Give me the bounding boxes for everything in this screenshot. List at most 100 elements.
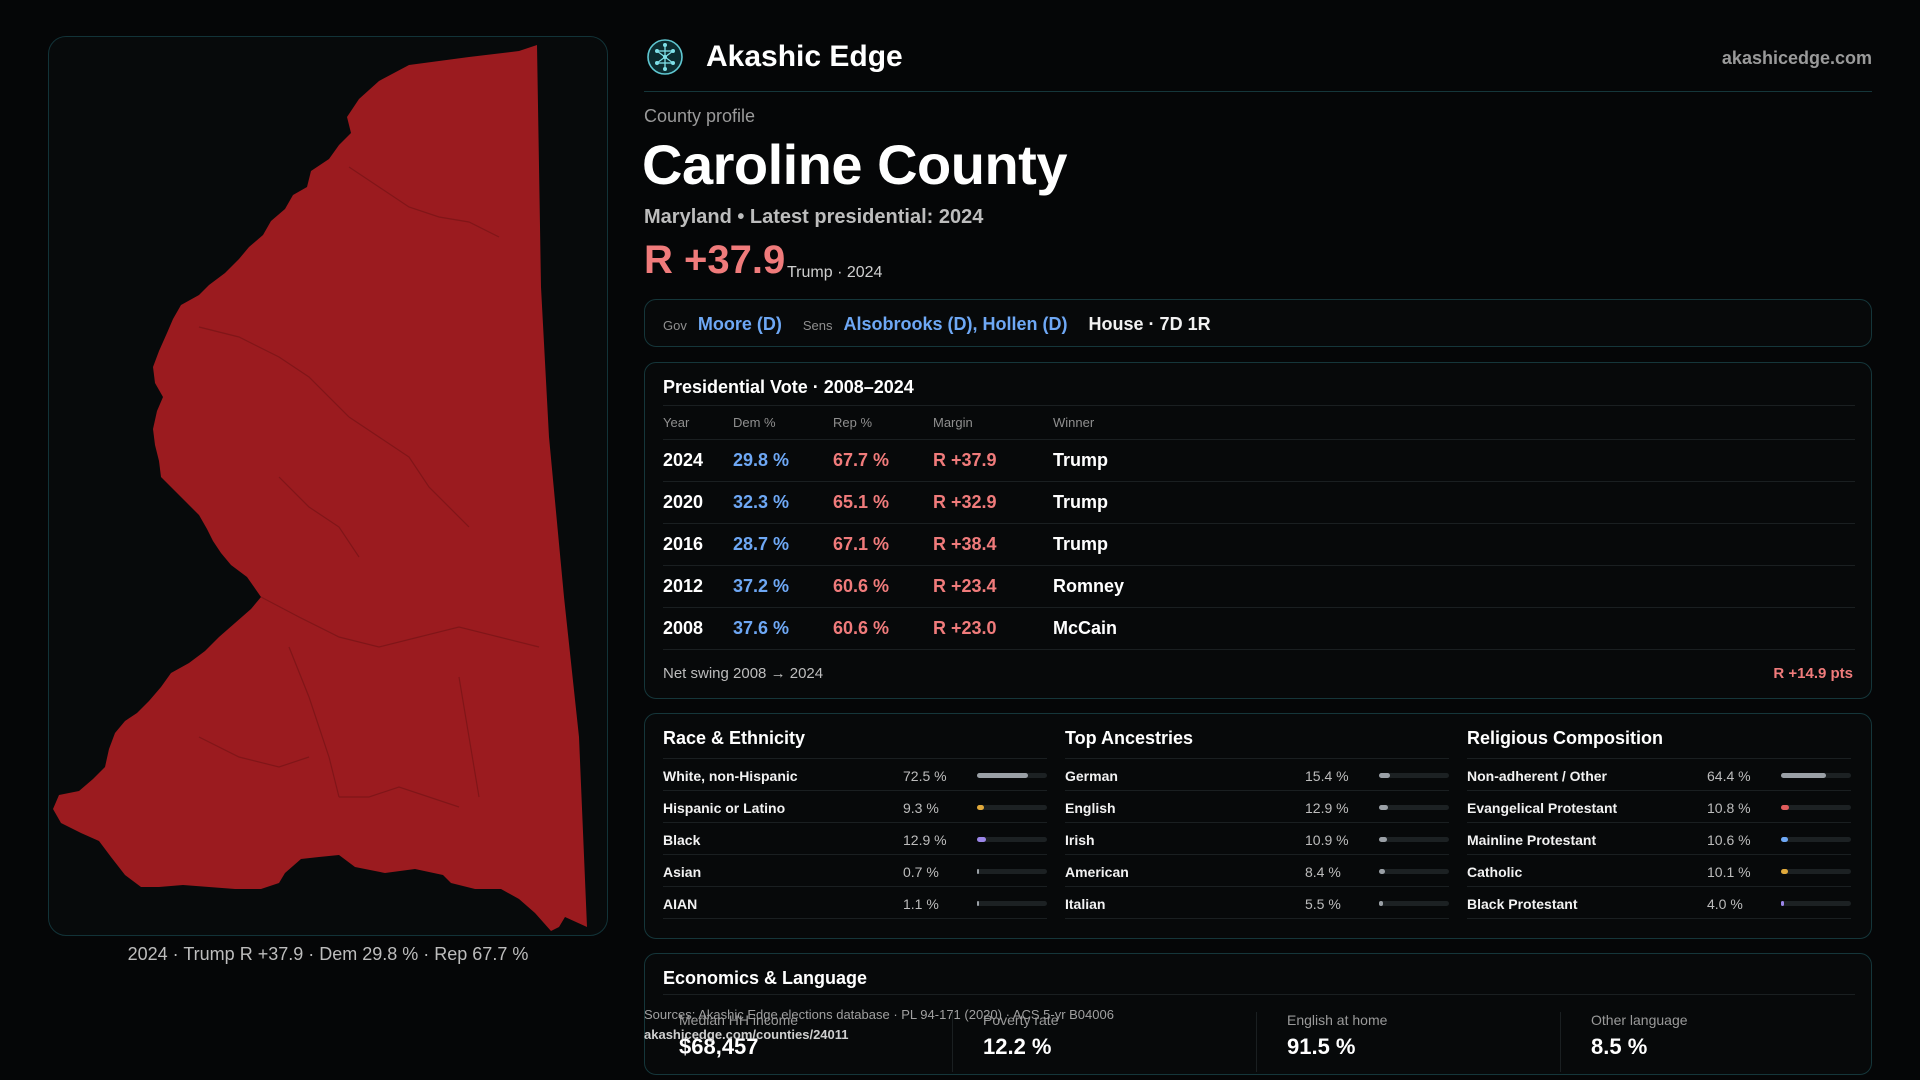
row-winner: Trump: [1053, 481, 1855, 524]
row-year: 2012: [663, 565, 733, 608]
item-bar-fill: [977, 869, 979, 874]
senators-names[interactable]: Alsobrooks (D), Hollen (D): [843, 314, 1068, 334]
item-bar-track: [1379, 901, 1449, 906]
col-dem: Dem %: [733, 405, 833, 440]
item-percent: 10.9 %: [1305, 832, 1349, 848]
tree-of-life-icon[interactable]: [646, 38, 684, 76]
econ-label: Median HH income: [679, 1012, 799, 1028]
item-bar-fill: [977, 837, 986, 842]
sources-note: Sources: Akashic Edge elections database…: [644, 1005, 1114, 1045]
row-year: 2008: [663, 607, 733, 650]
row-margin: R +23.4: [933, 565, 1053, 608]
race-ethnicity-title: Race & Ethnicity: [663, 728, 806, 748]
row-rep: 60.6 %: [833, 565, 933, 608]
sources-text: Sources: Akashic Edge elections database…: [644, 1007, 1114, 1022]
item-bar-fill: [977, 901, 979, 906]
row-winner: Trump: [1053, 523, 1855, 566]
sources-url[interactable]: akashicedge.com/counties/24011: [644, 1027, 849, 1042]
item-bar-fill: [1379, 837, 1387, 842]
item-percent: 12.9 %: [903, 832, 947, 848]
item-bar-fill: [1781, 773, 1826, 778]
item-label: Evangelical Protestant: [1467, 800, 1618, 816]
row-margin: R +38.4: [933, 523, 1053, 566]
item-percent: 12.9 %: [1305, 800, 1349, 816]
page-eyebrow: County profile: [644, 106, 756, 126]
list-item: Italian 5.5 %: [1065, 887, 1449, 919]
economics-card: Economics & Language Median HH income $6…: [644, 953, 1872, 1075]
item-bar-track: [977, 837, 1047, 842]
presidential-table: Year Dem % Rep % Margin Winner 2024 29.8…: [663, 405, 1855, 650]
table-row: 2016 28.7 % 67.1 % R +38.4 Trump: [663, 523, 1855, 566]
item-percent: 4.0 %: [1707, 896, 1743, 912]
list-item: German 15.4 %: [1065, 759, 1449, 791]
list-item: AIAN 1.1 %: [663, 887, 1047, 919]
item-percent: 15.4 %: [1305, 768, 1349, 784]
county-shape: [53, 45, 587, 931]
item-percent: 9.3 %: [903, 800, 939, 816]
item-bar-track: [977, 901, 1047, 906]
item-bar-track: [1781, 901, 1851, 906]
row-year: 2024: [663, 439, 733, 482]
row-dem: 32.3 %: [733, 481, 833, 524]
item-label: Black Protestant: [1467, 896, 1578, 912]
econ-median-income: Median HH income $68,457: [663, 1012, 953, 1072]
table-header-row: Year Dem % Rep % Margin Winner: [663, 405, 1855, 440]
site-link[interactable]: akashicedge.com: [1721, 48, 1872, 68]
item-label: Black: [663, 832, 701, 848]
row-winner: Trump: [1053, 439, 1855, 482]
item-bar-fill: [977, 773, 1028, 778]
economics-title: Economics & Language: [663, 968, 868, 988]
page-title: Caroline County: [642, 133, 1067, 196]
col-winner: Winner: [1053, 405, 1855, 440]
economics-divider: [663, 994, 1855, 995]
table-row: 2024 29.8 % 67.7 % R +37.9 Trump: [663, 439, 1855, 482]
district-borders: [198, 166, 540, 808]
item-bar-fill: [1781, 869, 1788, 874]
item-bar-fill: [977, 805, 984, 810]
econ-value: 91.5 %: [1287, 1034, 1356, 1059]
latest-margin: R +37.9: [644, 238, 786, 282]
item-bar-track: [1781, 869, 1851, 874]
item-label: American: [1065, 864, 1129, 880]
item-bar-track: [1379, 837, 1449, 842]
item-bar-fill: [1781, 837, 1788, 842]
row-rep: 60.6 %: [833, 607, 933, 650]
item-label: Irish: [1065, 832, 1095, 848]
net-swing-label: Net swing 2008 → 2024: [663, 665, 824, 682]
ancestry-title: Top Ancestries: [1065, 728, 1194, 748]
governor-name[interactable]: Moore (D): [697, 314, 782, 334]
list-item: American 8.4 %: [1065, 855, 1449, 887]
item-percent: 10.6 %: [1707, 832, 1751, 848]
gov-label: Gov: [663, 318, 687, 333]
row-year: 2016: [663, 523, 733, 566]
presidential-title: Presidential Vote · 2008–2024: [663, 377, 914, 397]
item-label: Italian: [1065, 896, 1106, 912]
county-map: [53, 45, 587, 931]
list-item: Non-adherent / Other 64.4 %: [1467, 759, 1851, 791]
row-dem: 37.6 %: [733, 607, 833, 650]
item-label: AIAN: [663, 896, 698, 912]
item-percent: 64.4 %: [1707, 768, 1751, 784]
item-bar-fill: [1379, 869, 1385, 874]
econ-other-language: Other language 8.5 %: [1575, 1012, 1865, 1072]
item-percent: 1.1 %: [903, 896, 939, 912]
latest-margin-sub: Trump · 2024: [787, 264, 883, 281]
row-dem: 28.7 %: [733, 523, 833, 566]
row-margin: R +32.9: [933, 481, 1053, 524]
row-year: 2020: [663, 481, 733, 524]
house-delegation: House · 7D 1R: [1088, 314, 1211, 334]
list-item: Evangelical Protestant 10.8 %: [1467, 791, 1851, 823]
row-margin: R +23.0: [933, 607, 1053, 650]
item-percent: 10.8 %: [1707, 800, 1751, 816]
item-bar-track: [977, 773, 1047, 778]
item-label: English: [1065, 800, 1116, 816]
item-bar-fill: [1781, 805, 1789, 810]
item-bar-track: [1781, 805, 1851, 810]
econ-label: English at home: [1287, 1012, 1388, 1028]
item-label: White, non-Hispanic: [663, 768, 798, 784]
item-label: Non-adherent / Other: [1467, 768, 1608, 784]
row-dem: 29.8 %: [733, 439, 833, 482]
list-item: English 12.9 %: [1065, 791, 1449, 823]
row-winner: McCain: [1053, 607, 1855, 650]
row-dem: 37.2 %: [733, 565, 833, 608]
